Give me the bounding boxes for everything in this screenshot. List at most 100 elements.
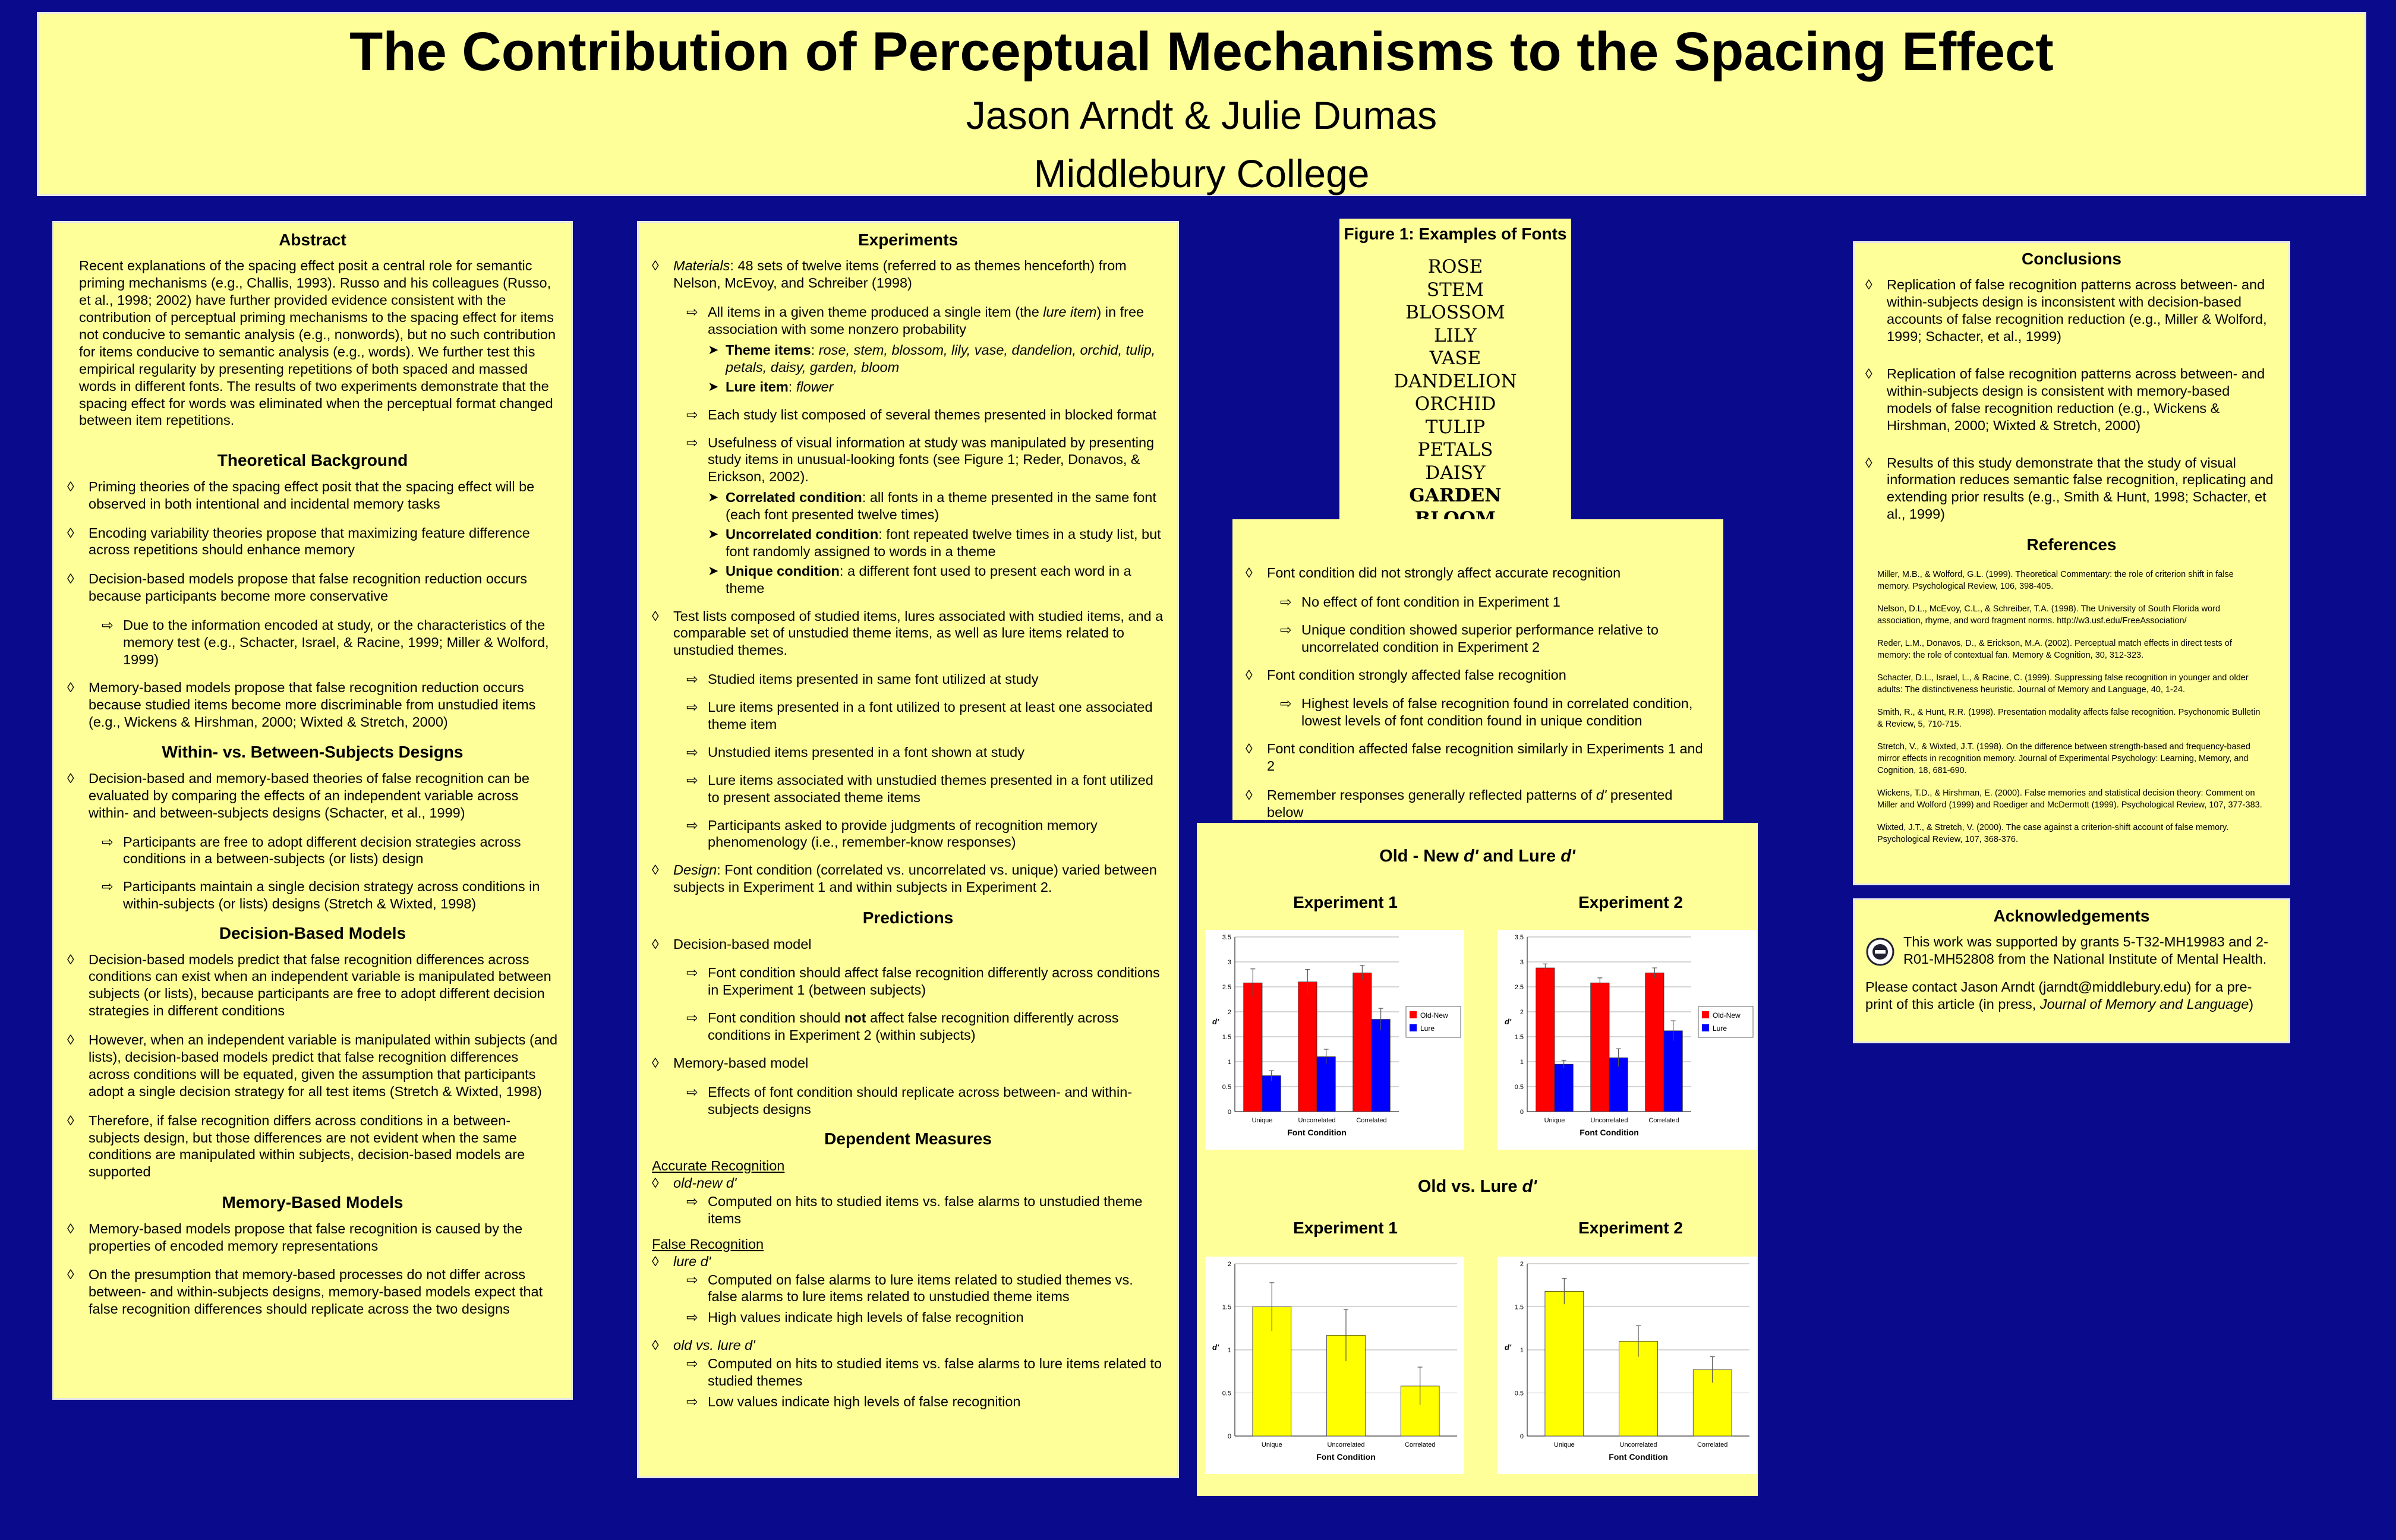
theme-items: Theme items: rose, stem, blossom, lily, …: [708, 342, 1164, 376]
decision-point: However, when an independent variable is…: [67, 1031, 558, 1100]
abstract-text: Recent explanations of the spacing effec…: [79, 258, 556, 428]
y-tick-label: 2: [1228, 1261, 1231, 1268]
acknowledgements-panel: Acknowledgements This work was supported…: [1853, 898, 2290, 1043]
x-tick-label: Unique: [1544, 1117, 1565, 1124]
y-tick-label: 3: [1228, 959, 1231, 966]
accurate-recognition-label: Accurate Recognition: [652, 1158, 785, 1174]
x-tick-label: Unique: [1252, 1117, 1273, 1124]
bar: [1371, 1019, 1391, 1112]
y-tick-label: 1: [1228, 1347, 1231, 1354]
reference-entry: Schacter, D.L., Israel, L., & Racine, C.…: [1877, 673, 2249, 695]
unique-condition: Unique condition: a different font used …: [708, 563, 1164, 597]
x-tick-label: Uncorrelated: [1620, 1441, 1657, 1449]
legend-label: Lure: [1713, 1024, 1727, 1033]
false-recognition-label: False Recognition: [652, 1236, 764, 1252]
bar: [1609, 1057, 1628, 1112]
font-example-word: PETALS: [1417, 439, 1493, 460]
y-tick-label: 0.5: [1515, 1084, 1524, 1091]
ack-heading: Acknowledgements: [1993, 907, 2150, 925]
y-tick-label: 0: [1228, 1109, 1231, 1116]
reference-entry: Reder, L.M., Donavos, D., & Erickson, M.…: [1877, 638, 2232, 660]
prediction-point: Memory-based model: [652, 1055, 1164, 1072]
font-example-word: TULIP: [1425, 416, 1486, 438]
result-subpoint: No effect of font condition in Experimen…: [1269, 594, 1710, 611]
measure-point: old-new d': [652, 1175, 1164, 1192]
legend-swatch: [1702, 1011, 1709, 1018]
y-tick-label: 0: [1520, 1433, 1524, 1440]
reference-entry: Wickens, T.D., & Hirshman, E. (2000). Fa…: [1877, 788, 2262, 810]
y-tick-label: 3: [1520, 959, 1524, 966]
y-tick-label: 1: [1228, 1059, 1231, 1066]
y-tick-label: 2: [1520, 1009, 1524, 1016]
chart-group-title: Old - New d' and Lure d': [1379, 847, 1575, 866]
y-tick-label: 2.5: [1515, 984, 1524, 991]
y-tick-label: 0.5: [1515, 1390, 1524, 1397]
y-tick-label: 1.5: [1515, 1304, 1524, 1311]
measure-point: old vs. lure d': [652, 1337, 1164, 1354]
font-example-word: BLOSSOM: [1405, 302, 1505, 323]
decision-heading: Decision-Based Models: [219, 924, 406, 943]
bar: [1590, 982, 1610, 1112]
x-tick-label: Correlated: [1405, 1441, 1435, 1449]
measure-subpoint: Computed on false alarms to lure items r…: [676, 1271, 1164, 1306]
prediction-subpoint: Effects of font condition should replica…: [676, 1084, 1164, 1118]
decision-point: Therefore, if false recognition differs …: [67, 1112, 558, 1181]
result-point: Font condition did not strongly affect a…: [1246, 564, 1710, 582]
chart-group-title: Old vs. Lure d': [1417, 1177, 1537, 1196]
poster-title: The Contribution of Perceptual Mechanism…: [349, 21, 2054, 82]
result-point: Remember responses generally reflected p…: [1246, 787, 1710, 821]
materials-subpoint: Each study list composed of several them…: [676, 406, 1164, 424]
background-point: Decision-based models propose that false…: [67, 570, 558, 605]
measure-subpoint: Computed on hits to studied items vs. fa…: [676, 1355, 1164, 1390]
font-example-word: STEM: [1426, 279, 1484, 301]
references-list: Miller, M.B., & Wolford, G.L. (1999). Th…: [1865, 569, 2278, 845]
result-subpoint: Highest levels of false recognition foun…: [1269, 695, 1710, 730]
uncorrelated-condition: Uncorrelated condition: font repeated tw…: [708, 526, 1164, 560]
result-point: Font condition strongly affected false r…: [1246, 667, 1710, 684]
college-seal-icon: [1866, 938, 1894, 966]
y-tick-label: 2: [1520, 1261, 1524, 1268]
materials-point: Materials: 48 sets of twelve items (refe…: [652, 257, 1164, 292]
bar: [1298, 982, 1317, 1112]
y-tick-label: 1: [1520, 1347, 1524, 1354]
background-point: Priming theories of the spacing effect p…: [67, 478, 558, 513]
designs-subpoint: Participants maintain a single decision …: [91, 878, 558, 913]
conclusions-heading: Conclusions: [2021, 250, 2121, 268]
legend-swatch: [1410, 1011, 1417, 1018]
y-tick-label: 3.5: [1222, 934, 1231, 941]
bar: [1645, 973, 1664, 1112]
predictions-heading: Predictions: [862, 908, 954, 927]
x-axis-label: Font Condition: [1609, 1452, 1668, 1462]
memory-heading: Memory-Based Models: [222, 1193, 403, 1212]
y-tick-label: 0: [1228, 1433, 1231, 1440]
legend-label: Old-New: [1420, 1011, 1448, 1020]
chart-title: Experiment 1: [1293, 893, 1398, 911]
materials-subpoint: Usefulness of visual information at stud…: [676, 434, 1164, 486]
conclusions-panel: Conclusions Replication of false recogni…: [1853, 241, 2290, 885]
materials-subpoint: All items in a given theme produced a si…: [676, 304, 1164, 338]
bar: [1544, 1291, 1584, 1437]
x-tick-label: Correlated: [1356, 1117, 1386, 1124]
decision-point: Decision-based models predict that false…: [67, 951, 558, 1020]
prediction-subpoint: Font condition should affect false recog…: [676, 964, 1164, 999]
test-point: Test lists composed of studied items, lu…: [652, 608, 1164, 659]
charts-panel: Old - New d' and Lure d' Experiment 1 Ex…: [1197, 823, 1758, 1496]
result-subpoint: Unique condition showed superior perform…: [1269, 621, 1710, 656]
y-axis-label: d': [1212, 1343, 1219, 1352]
x-tick-label: Unique: [1554, 1441, 1575, 1449]
font-example-word: VASE: [1429, 348, 1481, 369]
background-heading: Theoretical Background: [217, 451, 408, 470]
background-point: Encoding variability theories propose th…: [67, 525, 558, 559]
conclusion-point: Replication of false recognition pattern…: [1865, 365, 2278, 434]
chart-exp2-oldnew-lure: 0 0.5 1 1.5 2 2.5 3 3.5 d' Unique Uncorrelated Corr…: [1505, 934, 1754, 1137]
measure-subpoint: Computed on hits to studied items vs. fa…: [676, 1193, 1164, 1227]
reference-entry: Stretch, V., & Wixted, J.T. (1998). On t…: [1877, 741, 2250, 775]
figure-fonts: Figure 1: Examples of Fonts ROSE STEM BLOS…: [1339, 219, 1571, 529]
x-tick-label: Correlated: [1648, 1117, 1679, 1124]
designs-point: Decision-based and memory-based theories…: [67, 770, 558, 822]
bar: [1663, 1030, 1683, 1112]
experiments-heading: Experiments: [857, 231, 959, 249]
font-example-word: ORCHID: [1414, 393, 1496, 415]
x-tick-label: Unique: [1262, 1441, 1282, 1449]
x-tick-label: Uncorrelated: [1591, 1117, 1628, 1124]
